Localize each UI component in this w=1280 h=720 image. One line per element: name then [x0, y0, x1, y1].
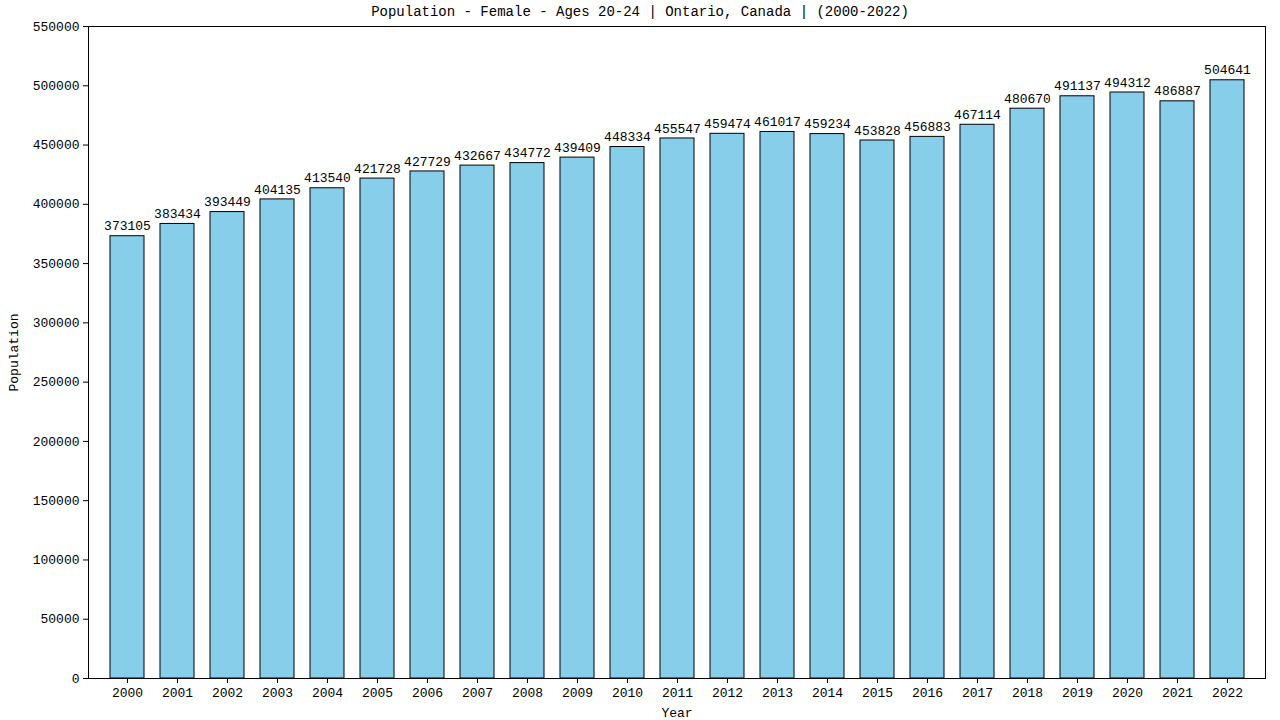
- svg-text:456883: 456883: [904, 120, 951, 135]
- svg-text:300000: 300000: [33, 316, 80, 331]
- svg-text:439409: 439409: [554, 141, 601, 156]
- svg-text:2016: 2016: [912, 686, 943, 701]
- svg-text:550000: 550000: [33, 22, 80, 35]
- svg-text:250000: 250000: [33, 375, 80, 390]
- svg-text:393449: 393449: [204, 195, 251, 210]
- svg-text:2014: 2014: [812, 686, 843, 701]
- svg-text:2000: 2000: [112, 686, 143, 701]
- svg-text:100000: 100000: [33, 553, 80, 568]
- svg-text:504641: 504641: [1204, 63, 1251, 78]
- svg-text:404135: 404135: [254, 183, 301, 198]
- svg-text:432667: 432667: [454, 149, 501, 164]
- svg-text:500000: 500000: [33, 79, 80, 94]
- svg-text:413540: 413540: [304, 171, 351, 186]
- svg-text:2022: 2022: [1212, 686, 1243, 701]
- svg-text:2002: 2002: [212, 686, 243, 701]
- svg-text:2003: 2003: [262, 686, 293, 701]
- svg-text:421728: 421728: [354, 162, 401, 177]
- svg-text:2013: 2013: [762, 686, 793, 701]
- svg-text:434772: 434772: [504, 146, 551, 161]
- svg-text:459234: 459234: [804, 117, 851, 132]
- svg-text:2018: 2018: [1012, 686, 1043, 701]
- svg-text:459474: 459474: [704, 117, 751, 132]
- html-text:Population - Female - Ages 20-: Population - Female - Ages 20-24 | Ontar…: [371, 4, 909, 20]
- svg-text:486887: 486887: [1154, 84, 1201, 99]
- svg-text:2017: 2017: [962, 686, 993, 701]
- svg-text:150000: 150000: [33, 494, 80, 509]
- svg-text:2001: 2001: [162, 686, 193, 701]
- svg-text:448334: 448334: [604, 130, 651, 145]
- svg-text:2021: 2021: [1162, 686, 1193, 701]
- svg-text:383434: 383434: [154, 207, 201, 222]
- svg-text:2020: 2020: [1112, 686, 1143, 701]
- svg-text:2007: 2007: [462, 686, 493, 701]
- svg-text:Year: Year: [661, 706, 692, 720]
- svg-text:480670: 480670: [1004, 92, 1051, 107]
- svg-text:491137: 491137: [1054, 79, 1101, 94]
- svg-text:200000: 200000: [33, 435, 80, 450]
- svg-text:494312: 494312: [1104, 76, 1151, 91]
- svg-text:455547: 455547: [654, 122, 701, 137]
- svg-text:2019: 2019: [1062, 686, 1093, 701]
- svg-text:2005: 2005: [362, 686, 393, 701]
- svg-text:2006: 2006: [412, 686, 443, 701]
- svg-text:2011: 2011: [662, 686, 693, 701]
- svg-text:Population: Population: [7, 313, 22, 391]
- svg-text:450000: 450000: [33, 138, 80, 153]
- svg-text:427729: 427729: [404, 155, 451, 170]
- svg-text:2008: 2008: [512, 686, 543, 701]
- svg-text:350000: 350000: [33, 257, 80, 272]
- svg-text:2012: 2012: [712, 686, 743, 701]
- svg-text:2010: 2010: [612, 686, 643, 701]
- svg-text:50000: 50000: [40, 612, 79, 627]
- svg-text:2009: 2009: [562, 686, 593, 701]
- svg-text:373105: 373105: [104, 219, 151, 234]
- svg-text:400000: 400000: [33, 197, 80, 212]
- svg-text:0: 0: [72, 672, 80, 687]
- svg-text:467114: 467114: [954, 108, 1001, 123]
- svg-text:2015: 2015: [862, 686, 893, 701]
- svg-text:453828: 453828: [854, 124, 901, 139]
- svg-text:461017: 461017: [754, 115, 801, 130]
- svg-text:2004: 2004: [312, 686, 343, 701]
